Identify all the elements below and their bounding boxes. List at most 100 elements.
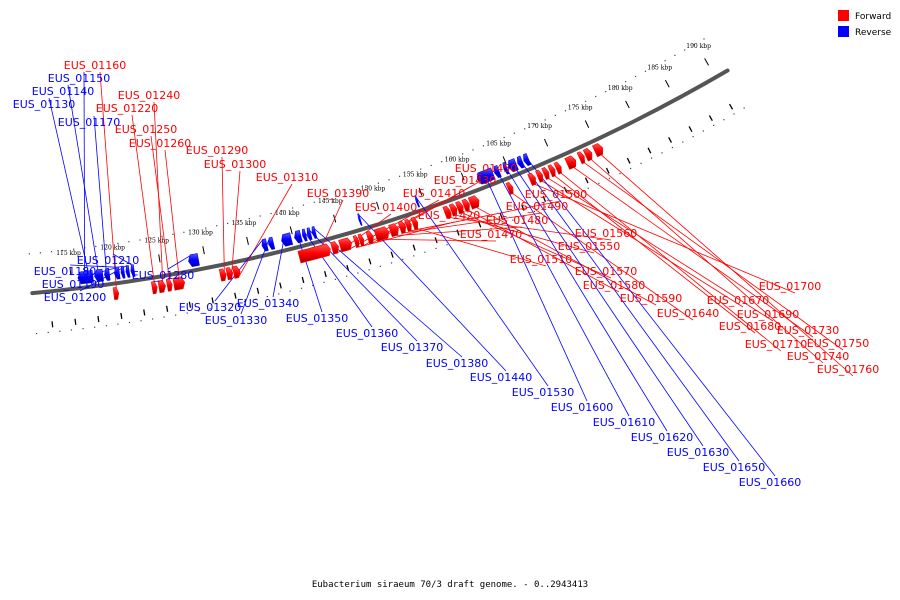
gene-label[interactable]: EUS_01550 [558,240,620,253]
gene-eus-01350[interactable] [294,229,303,244]
gene-label[interactable]: EUS_01150 [48,72,110,85]
gene-label[interactable]: EUS_01410 [403,187,465,200]
gene-eus-01550[interactable] [448,203,458,217]
gene-eus-01570[interactable] [455,201,464,215]
gene-eus-01510[interactable] [410,216,419,230]
gene-label[interactable]: EUS_01340 [237,297,299,310]
gene-eus-01160[interactable] [112,287,120,301]
gene-label[interactable]: EUS_01360 [336,327,398,340]
gene-label[interactable]: EUS_01190 [42,278,104,291]
gene-eus-01580[interactable] [461,198,470,212]
gene-label[interactable]: EUS_01570 [575,265,637,278]
gene-eus-01500[interactable] [404,218,412,232]
gene-eus-01530[interactable] [414,194,421,208]
gene-eus-01750[interactable] [576,151,586,165]
gene-eus-01640[interactable] [505,181,514,195]
gene-label[interactable]: EUS_01130 [13,98,75,111]
gene-label[interactable]: EUS_01600 [551,401,613,414]
gene-eus-01490[interactable] [397,220,407,235]
gene-eus-01240[interactable] [157,279,166,294]
gene-eus-01390[interactable] [297,243,331,264]
gene-label[interactable]: EUS_01690 [737,308,799,321]
gene-label[interactable]: EUS_01710 [745,338,807,351]
gene-eus-01450[interactable] [365,230,374,245]
gene-label[interactable]: EUS_01560 [575,227,637,240]
gene-eus-01330[interactable] [268,236,276,250]
gene-eus-01590[interactable] [467,195,480,210]
gene-eus-01630[interactable] [508,158,519,173]
gene-eus-01410[interactable] [338,237,352,253]
gene-label[interactable]: EUS_01420 [418,209,480,222]
gene-label[interactable]: EUS_01240 [118,89,180,102]
gene-eus-01370[interactable] [306,227,313,241]
gene-eus-01140[interactable] [94,268,104,283]
gene-eus-01400[interactable] [330,241,339,255]
gene-label[interactable]: EUS_01620 [631,431,693,444]
gene-eus-01620[interactable] [502,161,510,175]
gene-label[interactable]: EUS_01480 [486,214,548,227]
gene-label[interactable]: EUS_01760 [817,363,879,376]
gene-label[interactable]: EUS_01510 [510,253,572,266]
gene-eus-01380[interactable] [311,226,318,239]
gene-label[interactable]: EUS_01310 [256,171,318,184]
gene-label[interactable]: EUS_01260 [129,137,191,150]
gene-label[interactable]: EUS_01170 [58,116,120,129]
gene-label[interactable]: EUS_01450 [455,162,517,175]
gene-label[interactable]: EUS_01730 [777,324,839,337]
gene-eus-01170[interactable] [104,267,111,281]
gene-eus-01320[interactable] [261,238,269,252]
gene-eus-01480[interactable] [388,223,399,238]
gene-eus-01700[interactable] [527,172,536,186]
gene-eus-01190[interactable] [120,265,126,279]
gene-eus-01470[interactable] [373,226,390,242]
gene-eus-01300[interactable] [225,267,234,281]
gene-eus-01740[interactable] [582,148,593,162]
gene-eus-01360[interactable] [301,228,308,242]
gene-label[interactable]: EUS_01200 [44,291,106,304]
gene-eus-01180[interactable] [114,266,121,280]
gene-eus-01760[interactable] [591,143,604,158]
gene-eus-01280[interactable] [188,253,200,268]
gene-label[interactable]: EUS_01380 [426,357,488,370]
gene-label[interactable]: EUS_01440 [470,371,532,384]
gene-eus-01730[interactable] [564,155,577,170]
gene-eus-01310[interactable] [232,265,241,279]
gene-label[interactable]: EUS_01280 [132,269,194,282]
gene-eus-01600[interactable] [476,167,496,185]
gene-label[interactable]: EUS_01630 [667,446,729,459]
gene-eus-01340[interactable] [281,232,294,247]
gene-eus-01670[interactable] [535,169,544,183]
gene-label[interactable]: EUS_01180 [34,265,96,278]
gene-label[interactable]: EUS_01470 [460,228,522,241]
gene-eus-01290[interactable] [218,268,227,282]
gene-eus-01690[interactable] [541,167,550,181]
gene-eus-01220[interactable] [150,281,158,295]
gene-label[interactable]: EUS_01580 [583,279,645,292]
gene-eus-01660[interactable] [523,152,532,167]
gene-label[interactable]: EUS_01610 [593,416,655,429]
gene-eus-01200[interactable] [125,265,131,278]
gene-eus-01430[interactable] [357,233,365,247]
gene-label[interactable]: EUS_01530 [512,386,574,399]
gene-label[interactable]: EUS_01330 [205,314,267,327]
gene-label[interactable]: EUS_01500 [525,188,587,201]
gene-eus-01610[interactable] [493,165,502,179]
gene-label[interactable]: EUS_01370 [381,341,443,354]
gene-eus-01210[interactable] [130,264,136,278]
gene-label[interactable]: EUS_01670 [707,294,769,307]
gene-label[interactable]: EUS_01640 [657,307,719,320]
gene-label[interactable]: EUS_01210 [77,254,139,267]
gene-label[interactable]: EUS_01590 [620,292,682,305]
gene-eus-01440[interactable] [357,213,363,226]
gene-label[interactable]: EUS_01680 [719,320,781,333]
gene-label[interactable]: EUS_01430 [434,174,496,187]
gene-eus-01130[interactable] [85,270,93,284]
gene-label[interactable]: EUS_01660 [739,476,801,489]
gene-label[interactable]: EUS_01400 [355,201,417,214]
gene-eus-01650[interactable] [516,155,525,169]
gene-label[interactable]: EUS_01650 [703,461,765,474]
gene-label[interactable]: EUS_01320 [179,301,241,314]
gene-eus-01420[interactable] [352,235,360,249]
gene-label[interactable]: EUS_01740 [787,350,849,363]
gene-label[interactable]: EUS_01350 [286,312,348,325]
